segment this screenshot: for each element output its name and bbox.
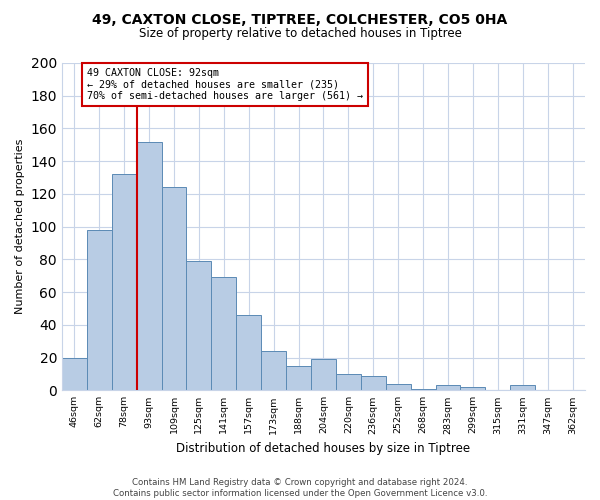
Bar: [386, 384, 410, 390]
Text: 49 CAXTON CLOSE: 92sqm
← 29% of detached houses are smaller (235)
70% of semi-de: 49 CAXTON CLOSE: 92sqm ← 29% of detached…: [87, 68, 363, 101]
X-axis label: Distribution of detached houses by size in Tiptree: Distribution of detached houses by size …: [176, 442, 470, 455]
Bar: [510, 386, 535, 390]
Bar: [410, 388, 436, 390]
Bar: [311, 359, 336, 390]
Bar: [261, 351, 286, 391]
Bar: [436, 386, 460, 390]
Bar: [87, 230, 112, 390]
Bar: [62, 358, 87, 390]
Bar: [286, 366, 311, 390]
Bar: [112, 174, 137, 390]
Text: Contains HM Land Registry data © Crown copyright and database right 2024.
Contai: Contains HM Land Registry data © Crown c…: [113, 478, 487, 498]
Bar: [336, 374, 361, 390]
Text: Size of property relative to detached houses in Tiptree: Size of property relative to detached ho…: [139, 28, 461, 40]
Bar: [137, 142, 161, 390]
Bar: [460, 387, 485, 390]
Bar: [361, 376, 386, 390]
Bar: [211, 278, 236, 390]
Bar: [236, 315, 261, 390]
Bar: [161, 188, 187, 390]
Y-axis label: Number of detached properties: Number of detached properties: [15, 139, 25, 314]
Bar: [187, 261, 211, 390]
Text: 49, CAXTON CLOSE, TIPTREE, COLCHESTER, CO5 0HA: 49, CAXTON CLOSE, TIPTREE, COLCHESTER, C…: [92, 12, 508, 26]
